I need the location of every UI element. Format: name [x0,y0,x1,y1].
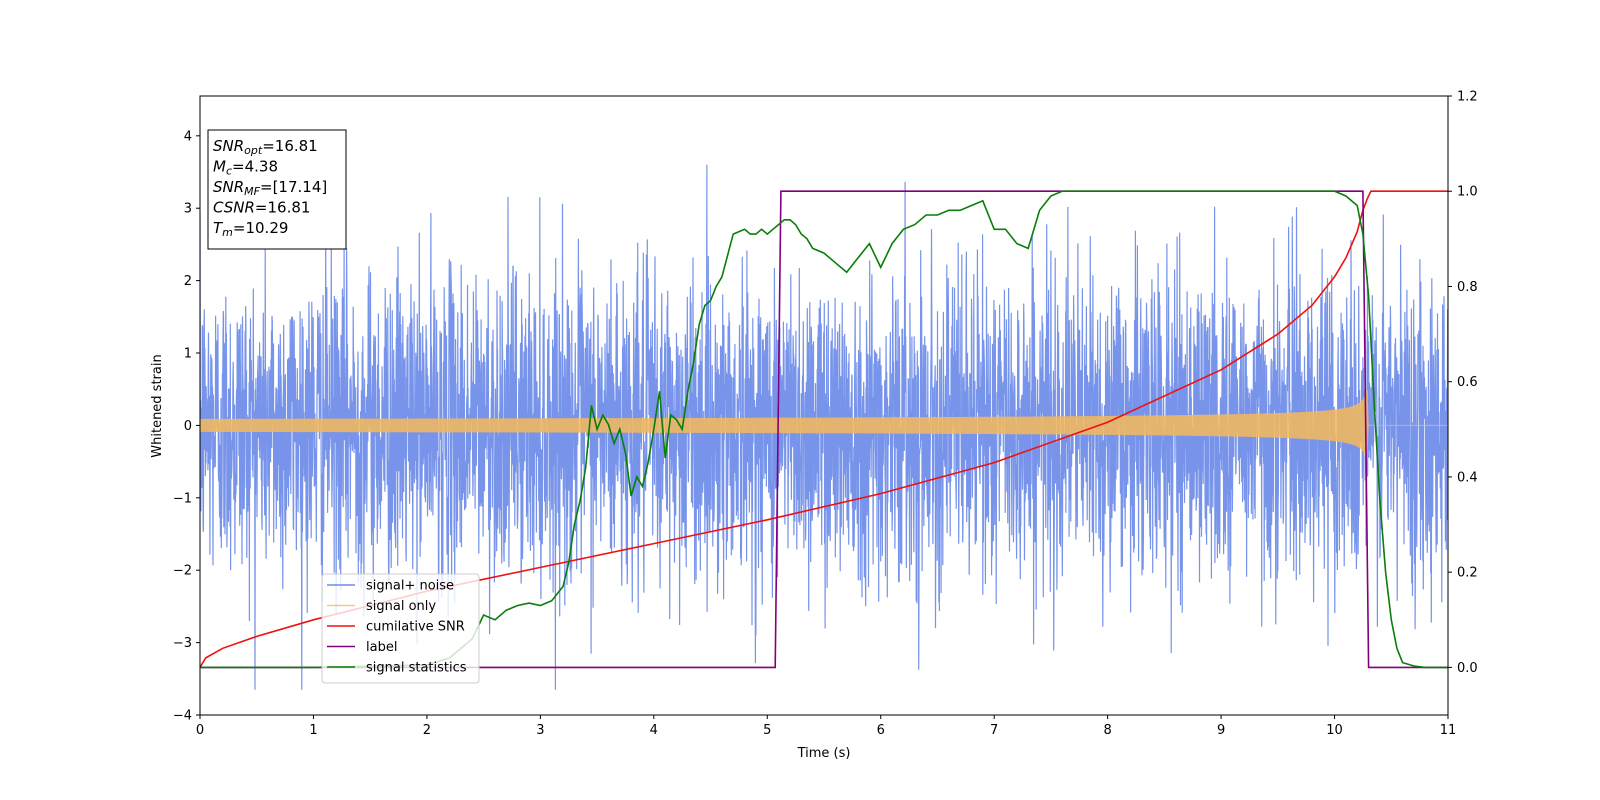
x-axis-label: Time (s) [797,746,851,761]
x-tick-label: 1 [309,723,317,738]
y-left-tick-label: 2 [184,274,192,289]
y-right-tick-label: 1.2 [1457,90,1478,105]
annotation-line: SNRMF=[17.14] [213,178,327,198]
x-tick-label: 6 [877,723,885,738]
annotation-symbol: SNR [213,137,244,155]
y-right-tick-label: 0.4 [1457,470,1478,485]
series-signal-statistics-line [200,190,1448,669]
x-tick-label: 3 [536,723,544,738]
annotation-line: SNRopt=16.81 [213,137,318,157]
legend-frame [321,573,480,684]
annotation-symbol: CSNR [213,199,255,217]
y-left-tick-label: 1 [184,347,192,362]
annotation-subscript: m [222,226,233,239]
annotation-subscript: MF [244,185,260,198]
annotation-value: =16.81 [255,199,311,217]
y-left-tick-label: −4 [173,709,192,724]
y-right-tick-label: 0.0 [1457,661,1478,676]
legend-entry-label: signal statistics [366,661,467,676]
annotation-symbol: SNR [213,178,244,196]
x-tick-label: 0 [196,723,204,738]
y-left-tick-label: −3 [173,636,192,651]
y-axis-label: Whitened strain [150,354,165,457]
x-tick-label: 8 [1103,723,1111,738]
x-tick-label: 10 [1326,723,1343,738]
series-signal-only-envelope [200,390,1448,460]
annotation-symbol: M [213,158,226,176]
legend-entry-label: signal+ noise [366,579,454,594]
annotation-subscript: c [226,165,232,178]
annotation-subscript: opt [244,144,263,157]
x-tick-label: 9 [1217,723,1225,738]
y-left-tick-label: −2 [173,564,192,579]
y-left-tick-label: 4 [184,129,192,144]
y-right-tick-label: 0.2 [1457,566,1478,581]
legend-entry-label: signal only [366,599,436,614]
annotation-symbol: T [213,219,224,237]
annotation-line: Mc=4.38 [213,158,278,178]
legend: signal+ noise signal only cumilative SNR la… [321,573,480,684]
y-left-tick-label: 0 [184,419,192,434]
plot-frame [199,95,1449,716]
x-tick-label: 7 [990,723,998,738]
y-left-tick-label: 3 [184,202,192,217]
x-tick-label: 2 [423,723,431,738]
snr-annotation-box: SNRopt=16.81Mc=4.38SNRMF=[17.14]CSNR=16.… [207,129,347,250]
legend-entry-label: cumilative SNR [366,620,465,635]
annotation-value: =10.29 [233,219,289,237]
y-right-tick-label: 1.0 [1457,185,1478,200]
x-tick-label: 11 [1440,723,1457,738]
y-left-tick-label: −1 [173,491,192,506]
annotation-line: CSNR=16.81 [213,199,310,217]
annotation-value: =16.81 [262,137,318,155]
annotation-frame [207,129,347,250]
x-tick-label: 4 [650,723,658,738]
legend-entry-label: label [366,640,397,655]
x-tick-label: 5 [763,723,771,738]
annotation-value: =[17.14] [260,178,327,196]
annotation-line: Tm=10.29 [213,219,288,239]
y-right-tick-label: 0.8 [1457,280,1478,295]
y-right-tick-label: 0.6 [1457,375,1478,390]
annotation-value: =4.38 [232,158,278,176]
